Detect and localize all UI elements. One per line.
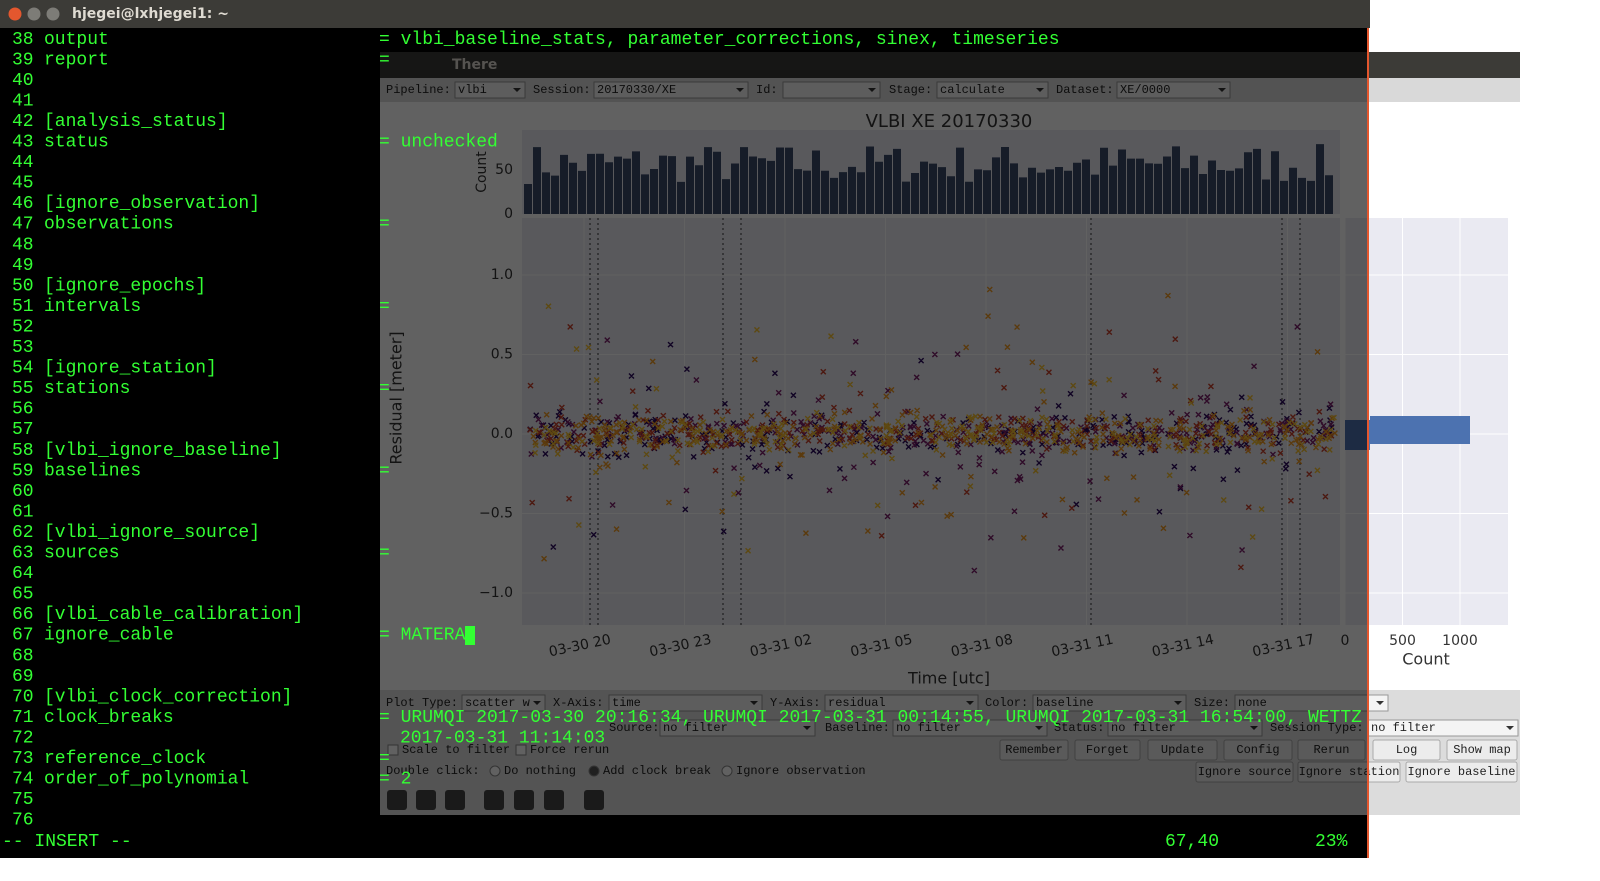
line-number: 75 xyxy=(12,790,34,810)
config-key: observations xyxy=(44,215,174,235)
editor: 38 output = vlbi_baseline_stats, parameter… xyxy=(2,30,1362,852)
config-value: = xyxy=(379,544,390,564)
line-number: 56 xyxy=(12,400,34,420)
scroll-percent: 23% xyxy=(1315,832,1348,852)
line-number: 49 xyxy=(12,256,34,276)
line-number: 51 xyxy=(12,297,34,317)
line-number: 43 xyxy=(12,133,34,153)
line-number: 66 xyxy=(12,605,34,625)
config-value: = xyxy=(379,297,390,317)
config-key: [ignore_observation] xyxy=(44,194,260,214)
line-number: 76 xyxy=(12,811,34,831)
line-number: 68 xyxy=(12,646,34,666)
line-number: 55 xyxy=(12,379,34,399)
config-key: [ignore_epochs] xyxy=(44,276,206,296)
line-number: 67 xyxy=(12,626,34,646)
line-number: 57 xyxy=(12,420,34,440)
config-value: = MATERA xyxy=(379,626,466,646)
config-key: stations xyxy=(44,379,130,399)
line-number: 39 xyxy=(12,50,34,70)
line-number: 42 xyxy=(12,112,34,132)
line-number: 63 xyxy=(12,544,34,564)
config-key: intervals xyxy=(44,297,141,317)
config-value: = vlbi_baseline_stats, parameter_correct… xyxy=(379,30,1060,50)
line-number: 44 xyxy=(12,153,34,173)
terminal-edge xyxy=(1367,28,1369,858)
line-number: 38 xyxy=(12,30,34,50)
combo-arrow xyxy=(1376,701,1384,705)
line-number: 69 xyxy=(12,667,34,687)
line-number: 50 xyxy=(12,276,34,296)
config-key: [vlbi_clock_correction] xyxy=(44,687,292,707)
line-number: 71 xyxy=(12,708,34,728)
config-key: status xyxy=(44,133,109,153)
config-key: reference_clock xyxy=(44,749,206,769)
line-number: 59 xyxy=(12,461,34,481)
button-label: Ignore baseline xyxy=(1407,765,1515,779)
line-number: 46 xyxy=(12,194,34,214)
line-number: 65 xyxy=(12,585,34,605)
config-value: = 2 xyxy=(379,770,411,790)
mode: -- INSERT -- xyxy=(2,832,132,852)
config-value: = xyxy=(379,215,390,235)
config-key: sources xyxy=(44,544,120,564)
side-histogram xyxy=(1345,416,1470,450)
line-number: 62 xyxy=(12,523,34,543)
line-number: 40 xyxy=(12,71,34,91)
line-number: 60 xyxy=(12,482,34,502)
line-number: 48 xyxy=(12,235,34,255)
config-value: = URUMQI 2017-03-30 20:16:34, URUMQI 201… xyxy=(379,708,1362,728)
line-number: 74 xyxy=(12,770,34,790)
config-value: = xyxy=(379,50,390,70)
config-key: [ignore_station] xyxy=(44,359,217,379)
line-number: 70 xyxy=(12,687,34,707)
config-value: = unchecked xyxy=(379,133,498,153)
combo-value: no filter xyxy=(1371,721,1436,735)
config-key: order_of_polynomial xyxy=(44,770,249,790)
side-x-tick-label: 500 xyxy=(1389,633,1416,649)
terminal-overlay xyxy=(380,28,1368,858)
line-number: 45 xyxy=(12,174,34,194)
line-number: 53 xyxy=(12,338,34,358)
config-key: clock_breaks xyxy=(44,708,174,728)
line-number: 47 xyxy=(12,215,34,235)
line-number: 73 xyxy=(12,749,34,769)
config-value: = xyxy=(379,749,390,769)
button[interactable] xyxy=(1372,739,1441,761)
config-key: report xyxy=(44,50,109,70)
side-x-label: Count xyxy=(1402,650,1450,669)
line-number: 41 xyxy=(12,91,34,111)
combo-arrow xyxy=(1506,726,1514,730)
config-key: baselines xyxy=(44,461,141,481)
line-number: 54 xyxy=(12,359,34,379)
close-button[interactable] xyxy=(8,7,22,21)
config-value: = xyxy=(379,379,390,399)
side-x-tick-label: 1000 xyxy=(1442,633,1478,649)
maximize-button[interactable] xyxy=(46,7,60,21)
config-key: output xyxy=(44,30,109,50)
config-key: [analysis_status] xyxy=(44,112,228,132)
config-key: [vlbi_cable_calibration] xyxy=(44,605,303,625)
line-number: 52 xyxy=(12,317,34,337)
title-bar xyxy=(0,0,1370,28)
config-key: [vlbi_ignore_baseline] xyxy=(44,441,282,461)
button-label: Log xyxy=(1396,743,1418,757)
window-title: hjegei@lxhjegei1: ~ xyxy=(72,6,229,22)
line-number: 61 xyxy=(12,502,34,522)
cursor-position: 67,40 xyxy=(1165,832,1219,852)
button[interactable] xyxy=(1446,739,1518,761)
config-value: = xyxy=(379,461,390,481)
cursor xyxy=(465,626,475,645)
button[interactable] xyxy=(1405,761,1518,783)
line-number: 64 xyxy=(12,564,34,584)
line-number: 58 xyxy=(12,441,34,461)
button-label: Show map xyxy=(1453,743,1511,757)
config-key: ignore_cable xyxy=(44,626,174,646)
minimize-button[interactable] xyxy=(27,7,41,21)
config-value-wrap: 2017-03-31 11:14:03 xyxy=(400,728,605,748)
config-key: [vlbi_ignore_source] xyxy=(44,523,260,543)
line-number: 72 xyxy=(12,728,34,748)
